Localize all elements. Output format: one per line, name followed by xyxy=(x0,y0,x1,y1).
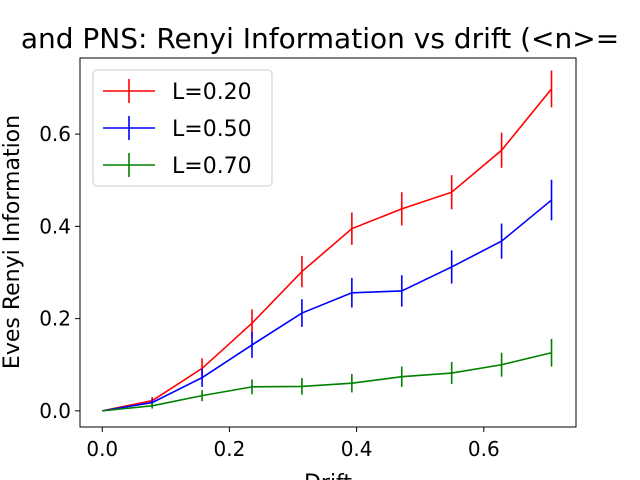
y-tick-label: 0.4 xyxy=(39,214,71,238)
series-0 xyxy=(102,70,553,412)
series-2 xyxy=(102,338,553,412)
y-tick-label: 0.2 xyxy=(39,307,71,331)
y-ticks: 0.0 0.2 0.4 0.6 xyxy=(39,122,80,423)
plot-frame xyxy=(79,57,577,428)
x-ticks: 0.0 0.2 0.4 0.6 xyxy=(86,427,500,461)
x-tick-label: 0.4 xyxy=(341,437,373,461)
chart-title: and PNS: Renyi Information vs drift (<n>… xyxy=(21,22,619,55)
legend-label: L=0.70 xyxy=(172,154,252,179)
series-layer xyxy=(102,70,553,412)
y-tick-label: 0.6 xyxy=(39,122,71,146)
legend-label: L=0.50 xyxy=(172,117,252,142)
x-tick-label: 0.2 xyxy=(214,437,246,461)
x-tick-label: 0.6 xyxy=(468,437,500,461)
y-tick-label: 0.0 xyxy=(39,399,71,423)
legend: L=0.20 L=0.50 L=0.70 xyxy=(92,69,273,187)
series-line xyxy=(102,351,552,412)
series-1 xyxy=(102,179,553,412)
x-tick-label: 0.0 xyxy=(86,437,118,461)
x-axis-label: Drift xyxy=(304,471,352,480)
y-axis-label: Eves Renyi Information xyxy=(0,115,25,369)
legend-box xyxy=(92,69,273,187)
legend-label: L=0.20 xyxy=(172,80,252,105)
series-line xyxy=(102,88,553,412)
series-line xyxy=(102,199,553,412)
